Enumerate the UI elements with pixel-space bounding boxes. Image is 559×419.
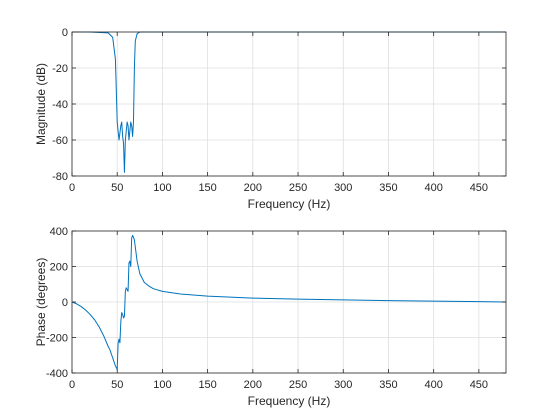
magnitude-x-axis-label: Frequency (Hz) (248, 197, 331, 211)
phase-x-tick-label: 150 (198, 379, 216, 391)
phase-x-tick-label: 300 (334, 379, 352, 391)
magnitude-x-tick-label: 450 (470, 182, 488, 194)
phase-plot: 0 50 100 150 200 250 300 350 400 450 400 200 0 -200 -4… (34, 226, 507, 408)
phase-x-axis-label: Frequency (Hz) (248, 394, 331, 408)
magnitude-x-tick-label: 100 (153, 182, 171, 194)
magnitude-x-tick-label: 300 (334, 182, 352, 194)
magnitude-x-tick-label: 150 (198, 182, 216, 194)
phase-x-tick-label: 0 (69, 379, 75, 391)
magnitude-y-axis-label: Magnitude (dB) (34, 63, 48, 145)
phase-x-tick-label: 50 (111, 379, 123, 391)
magnitude-y-tick-label: -80 (52, 171, 68, 183)
magnitude-y-tick-label: -60 (52, 135, 68, 147)
magnitude-x-tick-label: 0 (69, 182, 75, 194)
magnitude-y-tick-label: 0 (62, 27, 68, 39)
phase-x-tick-label: 100 (153, 379, 171, 391)
phase-y-tick-label: -400 (46, 368, 68, 380)
phase-y-tick-label: 400 (50, 226, 68, 238)
phase-series-line (71, 234, 507, 370)
phase-y-tick-label: 0 (62, 297, 68, 309)
magnitude-series-line (72, 31, 506, 173)
phase-y-tick-label: -200 (46, 333, 68, 345)
phase-x-tick-label: 250 (289, 379, 307, 391)
magnitude-y-tick-label: -20 (52, 63, 68, 75)
magnitude-x-tick-label: 250 (289, 182, 307, 194)
phase-x-tick-label: 400 (424, 379, 442, 391)
magnitude-x-tick-label: 350 (379, 182, 397, 194)
phase-x-tick-label: 200 (244, 379, 262, 391)
magnitude-x-tick-label: 200 (244, 182, 262, 194)
magnitude-x-tick-label: 50 (111, 182, 123, 194)
phase-x-tick-label: 350 (379, 379, 397, 391)
magnitude-x-tick-label: 400 (424, 182, 442, 194)
phase-y-tick-label: 200 (50, 262, 68, 274)
phase-y-axis-label: Phase (degrees) (34, 258, 48, 347)
phase-x-tick-label: 450 (470, 379, 488, 391)
magnitude-plot: 0 50 100 150 200 250 300 350 400 450 0 -20 -40 -60 -80… (34, 27, 507, 211)
magnitude-y-tick-label: -40 (52, 99, 68, 111)
